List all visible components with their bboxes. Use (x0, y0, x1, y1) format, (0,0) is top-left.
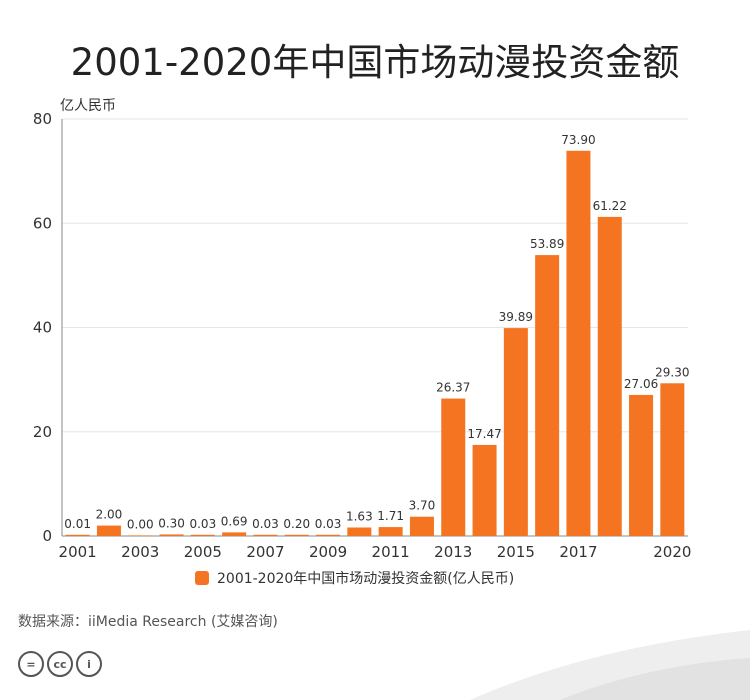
chart-title: 2001-2020年中国市场动漫投资金额 (70, 41, 680, 84)
data-label: 0.03 (315, 517, 342, 531)
bar (128, 535, 153, 536)
bar (253, 534, 278, 536)
data-label: 1.63 (346, 510, 373, 524)
equals-icon: = (18, 651, 44, 677)
bar (96, 525, 121, 536)
bar (597, 216, 622, 536)
bar (316, 534, 341, 536)
x-tick-label: 2003 (121, 543, 159, 561)
data-label: 0.01 (64, 517, 91, 531)
data-label: 53.89 (530, 237, 564, 251)
x-axis-ticks: 2001 2003 2005 2007 2009 2011 2013 2015 2017 2020 (59, 543, 692, 561)
grid-lines (62, 118, 688, 433)
data-label: 0.69 (221, 514, 248, 528)
x-tick-label: 2009 (309, 543, 347, 561)
data-label: 61.22 (593, 199, 627, 213)
data-label: 3.70 (409, 499, 436, 513)
data-label: 0.00 (127, 517, 154, 531)
bar (190, 534, 215, 536)
y-tick-label: 60 (33, 214, 52, 232)
data-label: 0.20 (283, 517, 310, 531)
x-tick-label: 2011 (372, 543, 410, 561)
x-tick-label: 2017 (559, 543, 597, 561)
x-tick-label: 2005 (184, 543, 222, 561)
x-tick-label: 2001 (59, 543, 97, 561)
data-label: 29.30 (655, 365, 689, 379)
bar (629, 394, 654, 536)
data-label: 2.00 (96, 508, 123, 522)
bar (222, 532, 247, 536)
data-label: 26.37 (436, 381, 470, 395)
data-label: 0.30 (158, 516, 185, 530)
y-axis-ticks: 0 20 40 60 80 (33, 110, 688, 545)
y-tick-label: 20 (33, 423, 52, 441)
bar (503, 328, 528, 536)
data-label: 0.03 (252, 517, 279, 531)
bar (535, 255, 560, 536)
bar (566, 150, 591, 536)
bar (65, 534, 90, 536)
bar (347, 527, 372, 536)
y-tick-label: 40 (33, 319, 52, 337)
data-label: 73.90 (561, 133, 595, 147)
bar (409, 516, 434, 536)
data-labels: 0.01 2.00 0.00 0.30 0.03 0.69 0.03 0.20 0.03 1.63… (64, 133, 689, 532)
bar (378, 527, 403, 536)
x-tick-label: 2015 (497, 543, 535, 561)
attribution-icon: i (76, 651, 102, 677)
data-label: 27.06 (624, 377, 658, 391)
data-label: 17.47 (467, 427, 501, 441)
bar (441, 398, 466, 536)
data-label: 0.03 (189, 517, 216, 531)
x-tick-label: 2007 (246, 543, 284, 561)
bar (284, 534, 309, 536)
y-tick-label: 0 (42, 527, 52, 545)
legend-swatch (195, 571, 209, 585)
y-tick-label: 80 (33, 110, 52, 128)
x-tick-label: 2013 (434, 543, 472, 561)
cc-icon: cc (47, 651, 73, 677)
data-label: 1.71 (377, 509, 404, 523)
bar (660, 383, 685, 536)
x-tick-label: 2020 (653, 543, 691, 561)
bars (65, 150, 685, 536)
bar (472, 444, 497, 536)
legend-label: 2001-2020年中国市场动漫投资金额(亿人民币) (217, 571, 515, 587)
data-label: 39.89 (499, 310, 533, 324)
legend: 2001-2020年中国市场动漫投资金额(亿人民币) (195, 568, 514, 588)
bar (159, 534, 184, 536)
license-badges: = cc i (18, 651, 102, 677)
source-note: 数据来源：iiMedia Research (艾媒咨询) (18, 614, 278, 630)
y-unit-label: 亿人民币 (60, 98, 116, 114)
